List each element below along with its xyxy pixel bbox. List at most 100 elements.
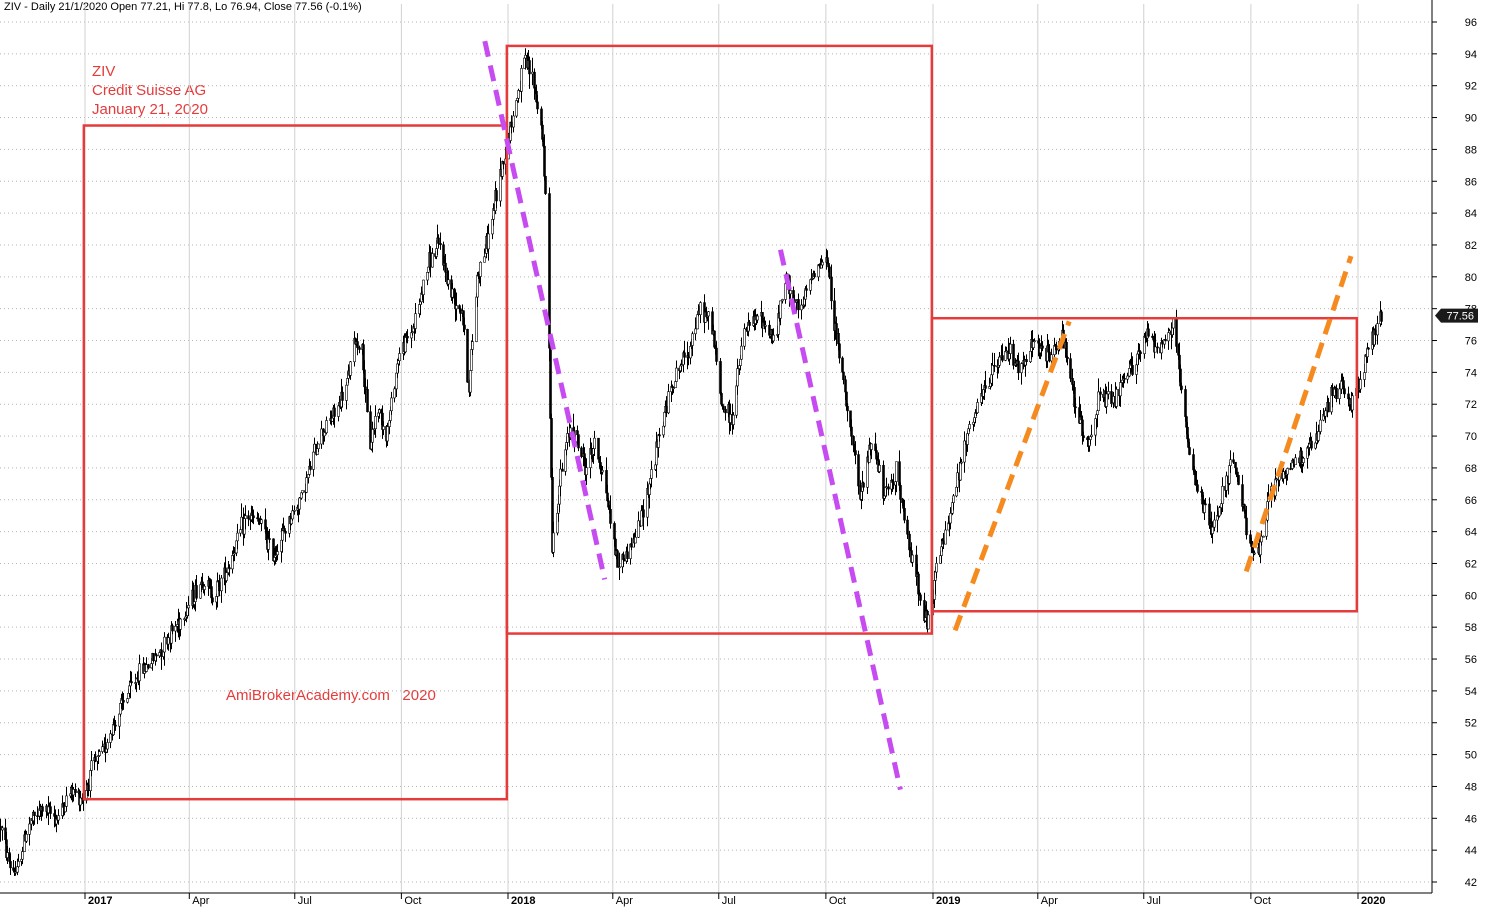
candle-body xyxy=(1161,342,1164,345)
candle-body xyxy=(1082,435,1085,439)
candle-body xyxy=(1156,346,1159,349)
candle-body xyxy=(952,495,955,503)
candle-body xyxy=(1065,341,1068,358)
candle-body xyxy=(25,834,28,842)
candle-body xyxy=(1241,484,1244,507)
candle-body xyxy=(1221,486,1224,504)
candle-body xyxy=(466,329,469,383)
candle-body xyxy=(195,585,198,599)
candle-body xyxy=(576,430,579,435)
x-tick-label: Jul xyxy=(298,895,312,907)
candle-body xyxy=(138,663,141,682)
candle-body xyxy=(483,256,486,263)
candle-body xyxy=(447,279,450,285)
candle-body xyxy=(1175,318,1178,347)
candle-body xyxy=(683,352,686,358)
candle-body xyxy=(1367,347,1370,350)
candle-body xyxy=(187,605,190,609)
candle-body xyxy=(658,434,661,437)
x-tick-label: 2017 xyxy=(88,895,112,907)
candle-body xyxy=(1343,388,1346,395)
candle-body xyxy=(152,653,155,662)
candle-body xyxy=(174,625,177,632)
candle-body xyxy=(740,345,743,360)
candle-body xyxy=(94,757,97,762)
candle-body xyxy=(298,497,301,510)
x-tick-label: Apr xyxy=(1041,895,1058,907)
y-tick-label: 86 xyxy=(1465,176,1477,188)
candle-body xyxy=(844,379,847,393)
candle-body xyxy=(838,343,841,359)
candle-body xyxy=(1050,354,1053,362)
candle-body xyxy=(1294,457,1297,466)
candle-body xyxy=(1229,459,1232,466)
candle-body xyxy=(1066,357,1069,359)
candle-body xyxy=(895,461,898,482)
candle-body xyxy=(414,313,417,329)
last-price-badge: 77.56 xyxy=(1435,308,1478,323)
downtrend-line xyxy=(482,40,608,580)
candle-body xyxy=(927,614,930,630)
candle-body xyxy=(21,851,24,860)
candle-body xyxy=(667,391,670,414)
candle-body xyxy=(821,261,824,266)
candle-body xyxy=(1235,467,1238,473)
candle-body xyxy=(333,407,336,417)
candle-body xyxy=(49,806,52,814)
candle-body xyxy=(1265,519,1268,537)
candle-body xyxy=(240,516,243,530)
candle-body xyxy=(1180,385,1183,390)
candle-body xyxy=(789,290,792,295)
candle-body xyxy=(577,434,580,449)
candle-body xyxy=(341,391,344,401)
candle-body xyxy=(220,577,223,592)
candle-body xyxy=(160,649,163,657)
candle-body xyxy=(756,315,759,321)
candle-body xyxy=(960,461,963,464)
x-tick-label: 2018 xyxy=(511,895,535,907)
candle-body xyxy=(72,789,75,796)
candle-body xyxy=(724,408,727,414)
candle-body xyxy=(74,789,77,793)
candle-body xyxy=(634,536,637,544)
candle-body xyxy=(130,681,133,684)
candle-body xyxy=(1001,355,1004,361)
candle-body xyxy=(1211,526,1214,534)
candle-body xyxy=(233,552,236,555)
candle-body xyxy=(422,279,425,295)
candle-body xyxy=(1282,471,1285,479)
y-tick-label: 74 xyxy=(1465,367,1477,379)
candle-body xyxy=(495,190,498,202)
candle-body xyxy=(949,513,952,524)
x-tick-label: Oct xyxy=(404,895,421,907)
y-tick-label: 54 xyxy=(1465,686,1477,698)
candle-body xyxy=(106,742,109,750)
candle-body xyxy=(828,266,831,278)
candle-body xyxy=(549,347,552,419)
candle-body xyxy=(9,861,12,869)
candle-body xyxy=(1213,519,1216,528)
candle-body xyxy=(1119,382,1122,397)
candle-body xyxy=(1032,341,1035,349)
range-box xyxy=(82,124,509,801)
downtrend-line xyxy=(778,249,903,791)
candle-body xyxy=(800,304,803,311)
candle-body xyxy=(437,237,440,244)
candle-body xyxy=(520,68,523,92)
candle-body xyxy=(830,276,833,302)
y-tick-label: 70 xyxy=(1465,431,1477,443)
y-tick-label: 80 xyxy=(1465,272,1477,284)
candle-body xyxy=(1262,535,1265,538)
candle-body xyxy=(1218,507,1221,517)
candle-body xyxy=(1020,363,1023,374)
candle-body xyxy=(515,100,518,117)
candle-body xyxy=(1380,311,1383,322)
candle-body xyxy=(1154,346,1157,353)
candle-body xyxy=(228,567,231,570)
candle-body xyxy=(1164,339,1167,342)
candle-body xyxy=(1074,406,1077,409)
candle-body xyxy=(862,482,865,488)
candle-body xyxy=(426,271,429,281)
candle-body xyxy=(1097,391,1100,412)
